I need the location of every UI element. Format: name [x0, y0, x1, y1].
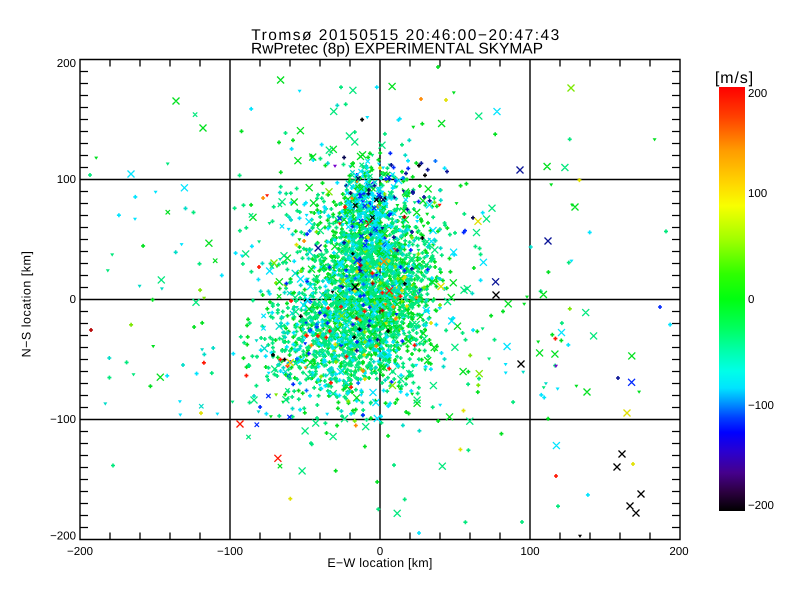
svg-text:N−S location [km]: N−S location [km]	[20, 251, 34, 358]
svg-text:E−W location [km]: E−W location [km]	[327, 556, 432, 570]
svg-text:Tromsø 20150515 20:46:00−20:47: Tromsø 20150515 20:46:00−20:47:43	[251, 27, 561, 44]
